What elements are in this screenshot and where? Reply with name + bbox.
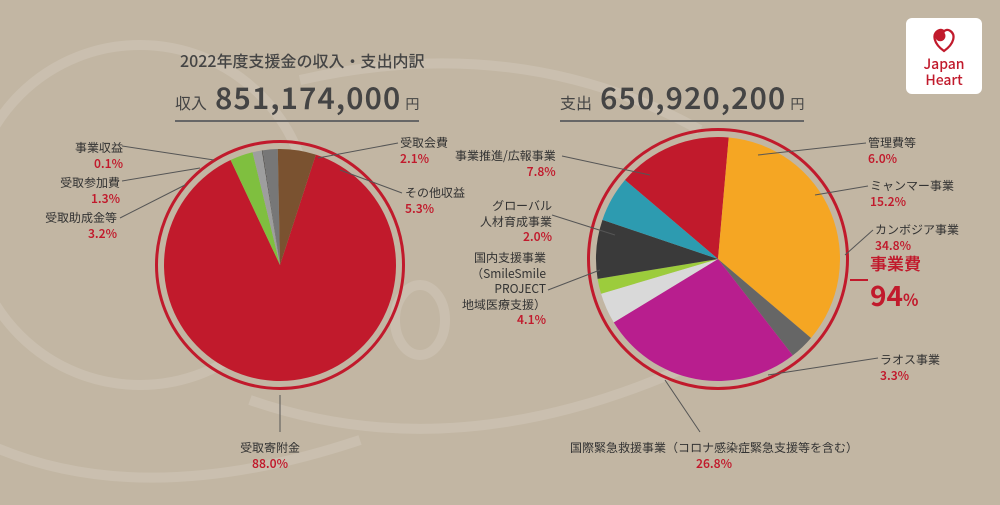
chart-annotation: 国際緊急救援事業（コロナ感染症緊急支援等を含む）26.8% [570, 440, 858, 471]
program-cost-pct: 94 [870, 275, 903, 315]
program-cost-label: 事業費 [870, 250, 921, 275]
chart-annotation: 管理費等6.0% [868, 135, 916, 166]
chart-annotation: 受取助成金等3.2% [45, 210, 117, 241]
chart-annotation: 国内支援事業（SmileSmilePROJECT地域医療支援）4.1% [462, 250, 546, 328]
chart-annotation: 事業推進/広報事業7.8% [455, 148, 556, 179]
chart-annotation: グローバル人材育成事業2.0% [480, 198, 552, 245]
chart-annotation: 受取会費2.1% [400, 135, 448, 166]
chart-annotation: 受取寄附金88.0% [240, 440, 300, 471]
chart-annotation: 受取参加費1.3% [60, 175, 120, 206]
chart-annotation: ラオス事業3.3% [880, 352, 940, 383]
chart-annotation: ミャンマー事業15.2% [870, 178, 954, 209]
chart-annotation: 事業収益0.1% [75, 140, 123, 171]
chart-annotation: その他収益5.3% [405, 185, 465, 216]
chart-annotation: カンボジア事業34.8% [875, 222, 959, 253]
program-cost-callout: 事業費 94% [870, 250, 921, 315]
